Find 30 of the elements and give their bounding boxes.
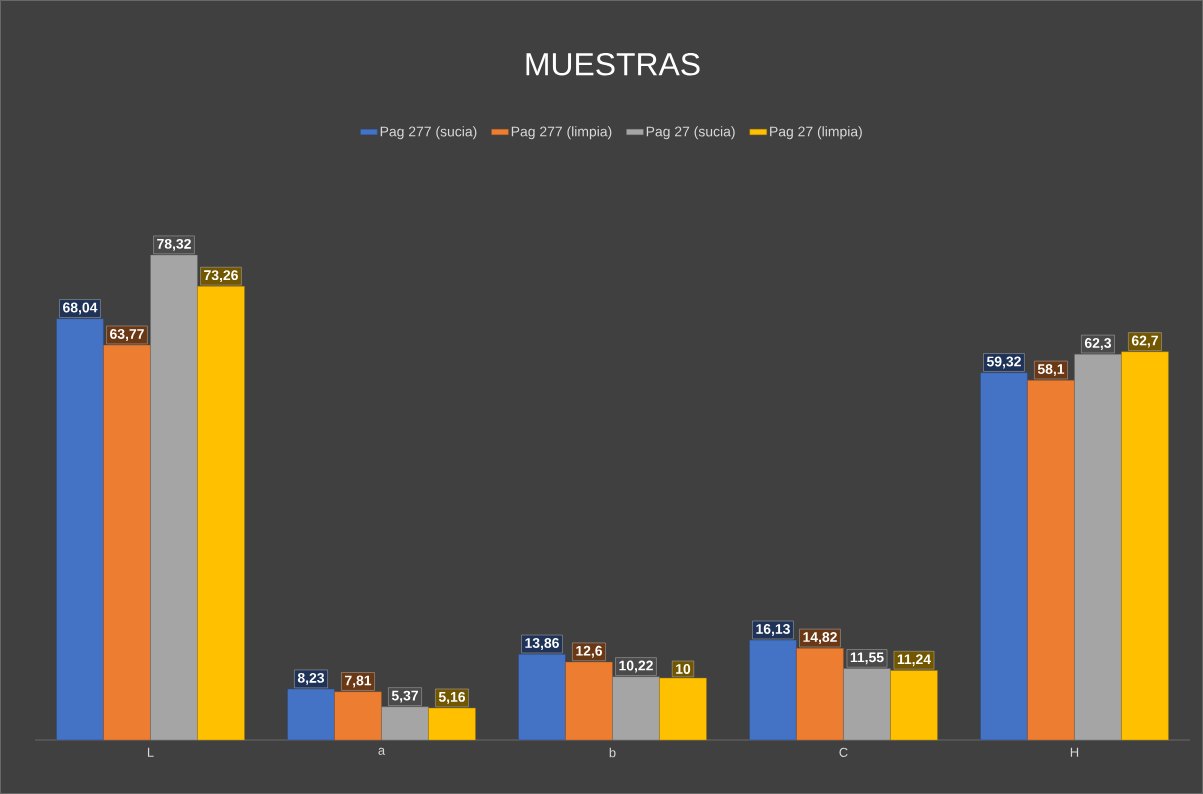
data-label: 10,22 <box>619 660 653 673</box>
data-label: 5,16 <box>438 691 466 704</box>
data-label: 73,26 <box>204 270 238 283</box>
data-label: 11,55 <box>850 652 884 665</box>
legend-label: Pag 27 (sucia) <box>646 126 735 140</box>
x-tick-label: L <box>147 747 154 757</box>
data-label: 78,32 <box>157 238 191 251</box>
data-label: 5,37 <box>391 690 418 703</box>
data-label: 59,32 <box>986 356 1021 369</box>
x-tick-label: a <box>378 747 386 755</box>
data-label: 10 <box>676 663 691 674</box>
data-label: 58,1 <box>1037 364 1065 376</box>
x-tick-label: b <box>609 747 616 758</box>
legend-label: Pag 27 (limpia) <box>770 126 862 140</box>
data-label: 7,81 <box>345 675 372 688</box>
data-label: 14,82 <box>803 632 837 645</box>
data-label: 8,23 <box>297 672 325 685</box>
legend-label: Pag 277 (sucia) <box>380 126 477 140</box>
data-label: 63,77 <box>110 328 144 341</box>
data-label: 62,3 <box>1084 338 1112 350</box>
x-tick-label: C <box>839 747 848 757</box>
data-label: 12,6 <box>576 645 603 658</box>
x-tick-label: H <box>1070 747 1079 757</box>
data-label: 13,86 <box>525 638 559 650</box>
legend-label: Pag 277 (limpia) <box>511 126 612 140</box>
data-label: 62,7 <box>1131 335 1158 348</box>
chart-title: MUESTRAS <box>526 52 700 76</box>
data-label: 68,04 <box>63 302 98 315</box>
data-label: 11,24 <box>897 654 931 667</box>
data-label: 16,13 <box>756 624 790 636</box>
